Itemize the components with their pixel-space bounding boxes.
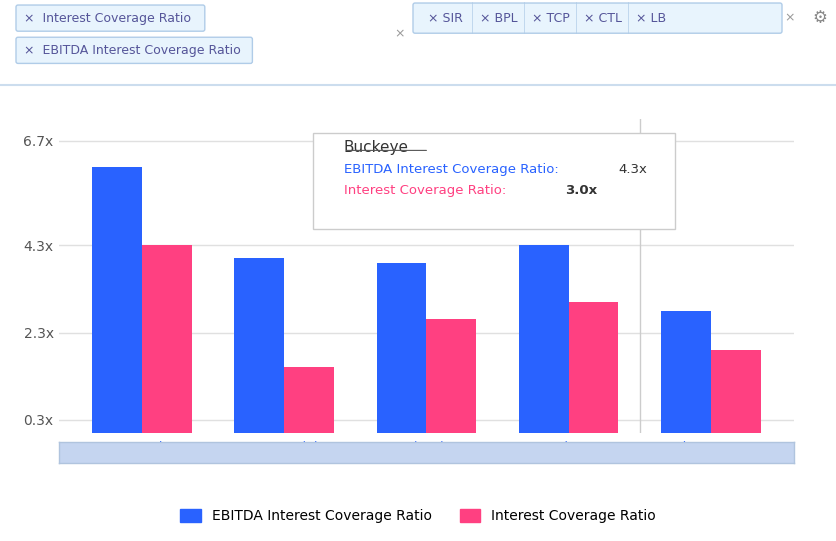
Text: Buckeye: Buckeye [344, 140, 409, 155]
Text: × TCP: × TCP [532, 11, 570, 25]
FancyBboxPatch shape [16, 37, 252, 63]
Text: ×  Interest Coverage Ratio: × Interest Coverage Ratio [24, 11, 191, 25]
Text: ×: × [785, 11, 795, 25]
Text: 4.3x: 4.3x [618, 163, 647, 176]
Text: × BPL: × BPL [480, 11, 517, 25]
Bar [284, 367, 334, 433]
Bar [92, 167, 142, 433]
FancyBboxPatch shape [16, 5, 205, 31]
Legend: EBITDA Interest Coverage Ratio, Interest Coverage Ratio: EBITDA Interest Coverage Ratio, Interest… [174, 504, 662, 529]
Bar [142, 246, 191, 433]
Text: × SIR: × SIR [428, 11, 463, 25]
Text: × LB: × LB [636, 11, 666, 25]
Text: 3.0x: 3.0x [565, 184, 597, 197]
FancyBboxPatch shape [313, 134, 675, 229]
Text: ⚙: ⚙ [813, 9, 828, 27]
FancyBboxPatch shape [413, 3, 782, 33]
Bar [519, 246, 568, 433]
Bar [234, 259, 284, 433]
Text: Interest Coverage Ratio:: Interest Coverage Ratio: [344, 184, 506, 197]
Bar [376, 263, 426, 433]
Bar [711, 350, 761, 433]
Text: ×  EBITDA Interest Coverage Ratio: × EBITDA Interest Coverage Ratio [24, 44, 241, 57]
Bar [661, 311, 711, 433]
Text: × CTL: × CTL [584, 11, 622, 25]
Text: EBITDA Interest Coverage Ratio:: EBITDA Interest Coverage Ratio: [344, 163, 558, 176]
Text: ×: × [395, 28, 405, 41]
Bar [426, 320, 477, 433]
Bar [568, 302, 619, 433]
